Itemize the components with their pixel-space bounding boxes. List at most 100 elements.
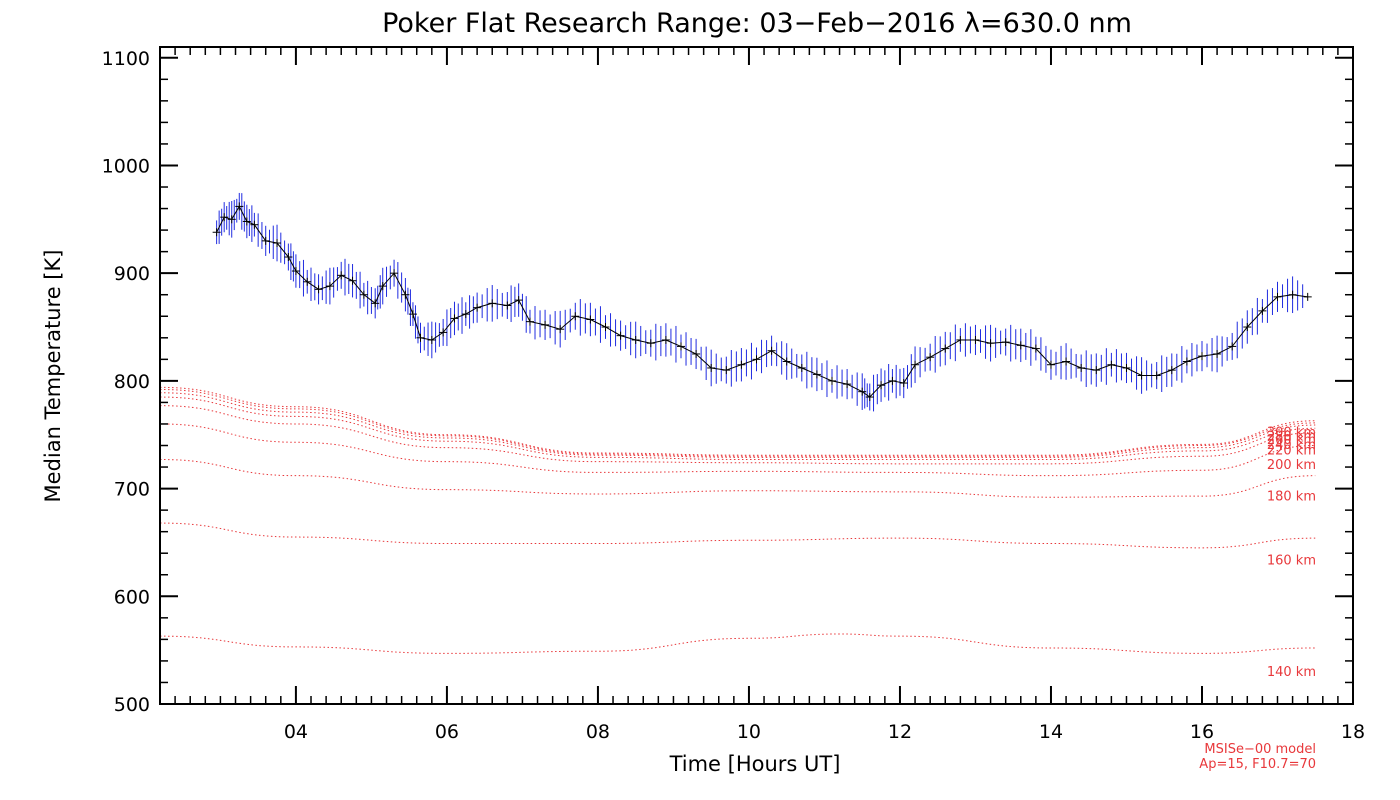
data-point — [378, 282, 387, 291]
y-axis-label: Median Temperature [K] — [41, 250, 65, 503]
altitude-label: 220 km — [1267, 444, 1316, 459]
data-point — [408, 310, 417, 319]
data-point — [1228, 342, 1237, 351]
data-point — [571, 312, 580, 321]
model-params-note: Ap=15, F10.7=70 — [1199, 757, 1316, 772]
data-point — [488, 299, 497, 308]
data-point — [1182, 357, 1191, 366]
data-point — [797, 363, 806, 372]
data-point — [503, 301, 512, 310]
data-point — [877, 381, 886, 390]
data-point — [812, 370, 821, 379]
data-point — [843, 380, 852, 389]
x-tick-label: 04 — [284, 721, 308, 743]
data-point — [722, 366, 731, 375]
data-point — [737, 360, 746, 369]
model-curve-180km — [159, 459, 1316, 498]
data-point — [888, 376, 897, 385]
data-point — [616, 331, 625, 340]
data-point — [1092, 366, 1101, 375]
data-point — [1062, 357, 1071, 366]
data-point — [1122, 363, 1131, 372]
data-point — [220, 213, 229, 222]
x-tick-label: 10 — [737, 721, 761, 743]
axis-ticks: 04 06 08 10 12 14 16 18 500 600 700 800 900 1000 1100 — [102, 47, 1365, 743]
data-point — [1046, 360, 1055, 369]
model-curve-220km — [159, 405, 1316, 465]
x-tick-label: 14 — [1039, 721, 1063, 743]
data-point — [1288, 290, 1297, 299]
data-point — [601, 323, 610, 332]
altitude-label: 280 km — [1267, 429, 1316, 444]
temperature-series — [212, 202, 1312, 402]
altitude-label: 260 km — [1267, 433, 1316, 448]
data-point — [1303, 292, 1312, 301]
data-point — [661, 335, 670, 344]
data-point — [541, 320, 550, 329]
data-point — [1197, 352, 1206, 361]
data-point — [1273, 292, 1282, 301]
error-bars — [216, 192, 1304, 412]
x-tick-label: 16 — [1190, 721, 1214, 743]
data-point — [1258, 306, 1267, 315]
data-point — [692, 349, 701, 358]
data-point — [439, 328, 448, 337]
data-point — [911, 360, 920, 369]
model-curve-300km — [159, 386, 1316, 456]
data-point — [586, 315, 595, 324]
data-point — [1077, 363, 1086, 372]
data-point — [359, 290, 368, 299]
altitude-label: 140 km — [1267, 665, 1316, 680]
y-tick-label: 1100 — [102, 48, 150, 70]
y-tick-label: 900 — [114, 263, 150, 285]
data-point — [676, 342, 685, 351]
data-point — [941, 344, 950, 353]
temperature-line — [216, 205, 1308, 398]
data-point — [926, 353, 935, 362]
data-point — [556, 325, 565, 334]
data-point — [1167, 366, 1176, 375]
y-tick-label: 500 — [114, 694, 150, 716]
data-point — [1001, 338, 1010, 347]
data-point — [1213, 349, 1222, 358]
altitude-label: 200 km — [1267, 458, 1316, 473]
data-point — [314, 285, 323, 294]
data-point — [956, 335, 965, 344]
data-point — [865, 393, 874, 402]
data-point — [782, 357, 791, 366]
model-curve-160km — [159, 522, 1316, 549]
model-curve-280km — [159, 389, 1316, 457]
data-point — [348, 276, 357, 285]
data-point — [212, 228, 221, 237]
data-point — [250, 220, 259, 229]
y-tick-label: 800 — [114, 371, 150, 393]
altitude-label: 300 km — [1267, 426, 1316, 441]
data-point — [646, 339, 655, 348]
x-tick-label: 12 — [888, 721, 912, 743]
data-point — [325, 282, 334, 291]
data-point — [707, 363, 716, 372]
altitude-label: 180 km — [1267, 490, 1316, 505]
x-tick-label: 06 — [435, 721, 459, 743]
plot-frame — [159, 46, 1354, 705]
data-point — [416, 333, 425, 342]
data-point — [899, 379, 908, 388]
data-point — [971, 335, 980, 344]
data-point — [858, 387, 867, 396]
data-point — [525, 317, 534, 326]
data-point — [291, 267, 300, 276]
data-point — [1031, 344, 1040, 353]
data-point — [461, 310, 470, 319]
data-point — [337, 271, 346, 280]
data-point — [1152, 371, 1161, 380]
data-point — [427, 335, 436, 344]
data-point — [371, 299, 380, 308]
data-point — [767, 346, 776, 355]
model-curve-140km — [159, 633, 1316, 654]
model-curves — [159, 386, 1316, 654]
data-point — [828, 376, 837, 385]
data-point — [390, 269, 399, 278]
chart-title: Poker Flat Research Range: 03−Feb−2016 λ… — [382, 8, 1132, 39]
data-point — [242, 217, 251, 226]
